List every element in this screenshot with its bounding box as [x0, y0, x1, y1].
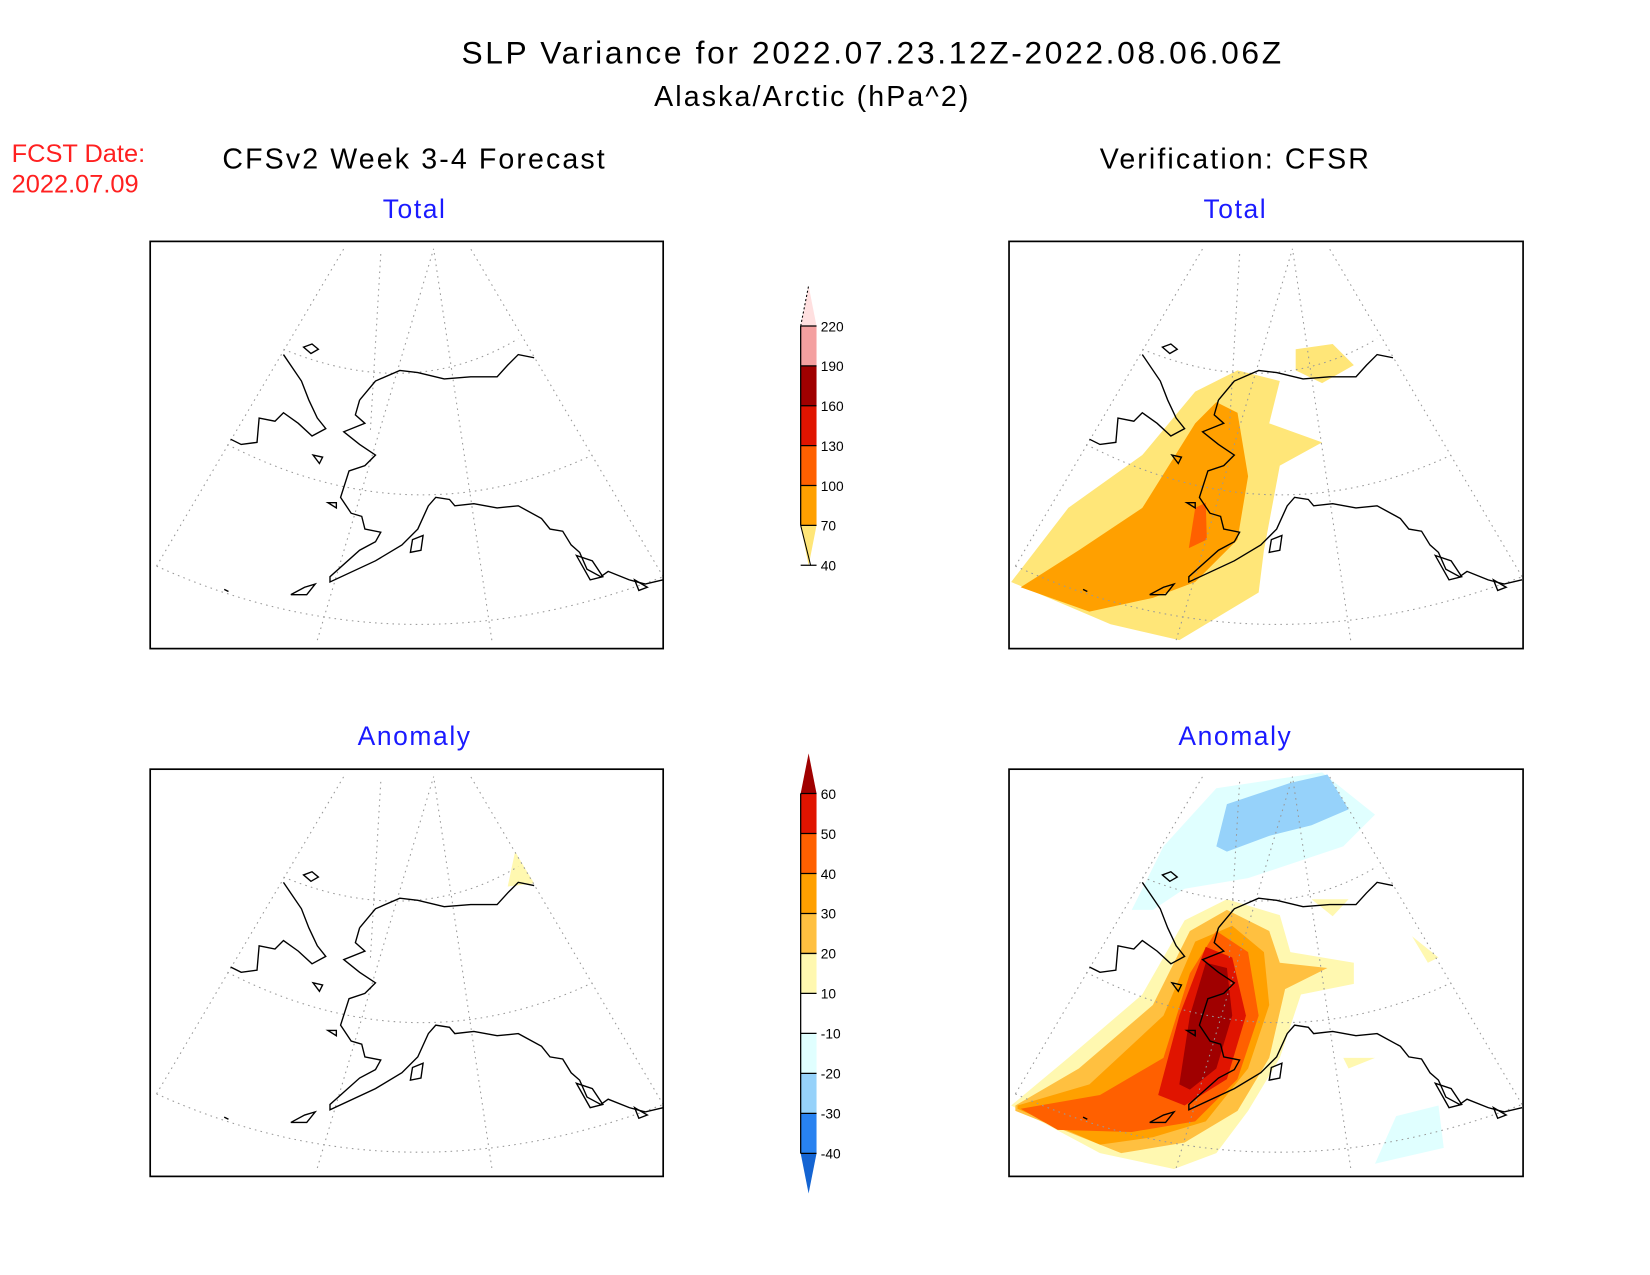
left-column-title: CFSv2 Week 3-4 Forecast: [222, 143, 606, 175]
colorbar-band: [800, 953, 817, 994]
colorbar-label: 50: [821, 827, 837, 842]
colorbar-label: 160: [821, 399, 844, 414]
colorbar-label: -10: [821, 1027, 841, 1042]
colorbar-band: [800, 1113, 817, 1154]
colorbar-label: 130: [821, 439, 844, 454]
colorbar-label: 70: [821, 519, 837, 534]
map-verification-anomaly: [1008, 768, 1524, 1178]
colorbar-band: [800, 1033, 817, 1074]
panel-title-bottom-left: Anomaly: [358, 721, 472, 751]
colorbar-band: [800, 365, 817, 406]
contour-40-70: [1295, 343, 1354, 384]
colorbar-band: [800, 993, 817, 1034]
fcst-date-label: FCST Date:: [12, 140, 145, 168]
colorbar-label: -30: [821, 1107, 841, 1122]
colorbar-label: 40: [821, 867, 837, 882]
colorbar-label: -20: [821, 1067, 841, 1082]
panel-title-top-right: Total: [1203, 194, 1267, 224]
contour-neg20-neg30: [1216, 774, 1349, 852]
colorbar-top-arrow: [800, 285, 817, 327]
contour-10-20: [1343, 1057, 1375, 1069]
colorbar-total: 220 190 160 130 100 70 40: [800, 285, 844, 574]
colorbar-band: [800, 485, 817, 526]
panel-title-top-left: Total: [383, 194, 447, 224]
colorbar-label: 10: [821, 987, 837, 1002]
colorbar-band: [800, 833, 817, 874]
colorbar-top-arrow: [800, 753, 817, 794]
fcst-date-value: 2022.07.09: [12, 171, 139, 199]
colorbar-band: [800, 1073, 817, 1114]
map-forecast-anomaly: [149, 768, 665, 1178]
colorbar-band: [800, 326, 817, 366]
colorbar-anomaly: 60 50 40 30 20 10 -10 -20 -30 -40: [800, 753, 841, 1194]
right-column-title: Verification: CFSR: [1100, 143, 1371, 175]
colorbar-band: [800, 445, 817, 486]
map-verification-total: [1008, 240, 1524, 650]
contour-10-20: [507, 851, 535, 887]
colorbar-band: [800, 913, 817, 954]
contour-neg10-neg20: [1375, 1105, 1444, 1164]
contour-10-20: [1311, 899, 1349, 917]
colorbar-band: [800, 873, 817, 914]
colorbar-label: 40: [821, 559, 837, 574]
colorbar-label: 60: [821, 787, 837, 802]
colorbar-label: 220: [821, 319, 844, 334]
colorbar-label: 20: [821, 947, 837, 962]
figure-subtitle: Alaska/Arctic (hPa^2): [654, 81, 970, 113]
panel-title-bottom-right: Anomaly: [1178, 721, 1292, 751]
contour-10-20: [1412, 936, 1439, 963]
colorbar-band: [800, 405, 817, 446]
colorbar-label: 30: [821, 907, 837, 922]
colorbar-band: [800, 793, 817, 834]
colorbar-label: 100: [821, 479, 844, 494]
contour-100-130: [1188, 502, 1207, 549]
colorbar-bottom-arrow: [800, 1153, 817, 1194]
colorbar-label: 190: [821, 359, 844, 374]
colorbar-label: -40: [821, 1147, 841, 1162]
contour-70-100: [1020, 402, 1249, 612]
figure-title: SLP Variance for 2022.07.23.12Z-2022.08.…: [461, 35, 1283, 71]
map-forecast-total: [149, 240, 665, 650]
colorbar-bottom-arrow: [800, 525, 817, 566]
